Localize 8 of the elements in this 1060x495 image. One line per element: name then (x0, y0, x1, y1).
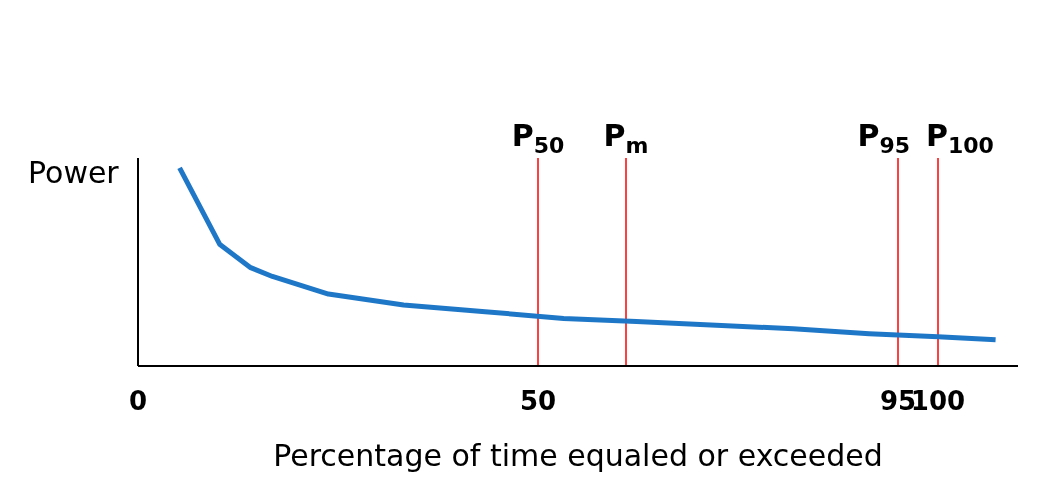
ref-line-label: P$_{50}$ (511, 118, 565, 158)
x-tick-label: 0 (128, 386, 148, 417)
ref-line-label: P$_{95}$ (857, 118, 910, 158)
x-tick-label: 50 (519, 386, 557, 417)
x-axis-title: Percentage of time equaled or exceeded (273, 438, 883, 473)
ref-line-label: P$_{100}$ (926, 118, 994, 158)
ref-line-label: P$_{m}$ (603, 118, 649, 158)
y-axis-title: Power (28, 154, 120, 190)
